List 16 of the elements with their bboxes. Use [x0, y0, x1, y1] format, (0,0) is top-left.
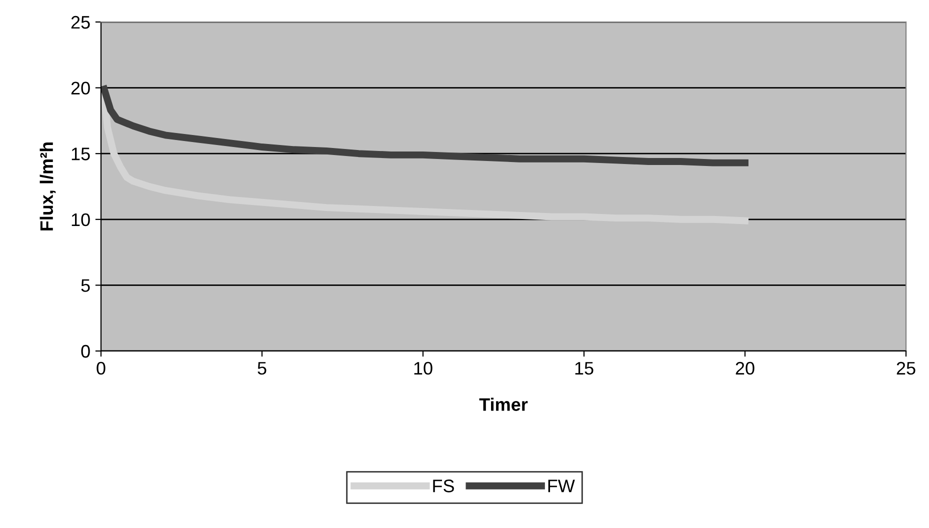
y-axis-title: Flux, l/m²h	[40, 142, 56, 230]
y-tick-label: 5	[81, 279, 90, 292]
y-tick-label: 25	[71, 16, 90, 29]
y-tick-label: 20	[71, 82, 90, 95]
x-tick-label: 5	[258, 362, 266, 375]
legend-label: FS	[433, 480, 454, 492]
x-tick-label: 15	[575, 362, 594, 375]
x-tick-label: 0	[96, 362, 106, 375]
x-tick-label: 20	[736, 362, 754, 375]
y-tick-label: 10	[72, 213, 90, 226]
y-tick-label: 0	[81, 344, 90, 358]
x-tick-label: 10	[414, 362, 432, 375]
x-tick-label: 25	[896, 362, 916, 375]
y-tick-label: 15	[72, 148, 90, 160]
x-axis-title: Timer	[479, 398, 528, 411]
legend-label: FW	[548, 480, 575, 492]
